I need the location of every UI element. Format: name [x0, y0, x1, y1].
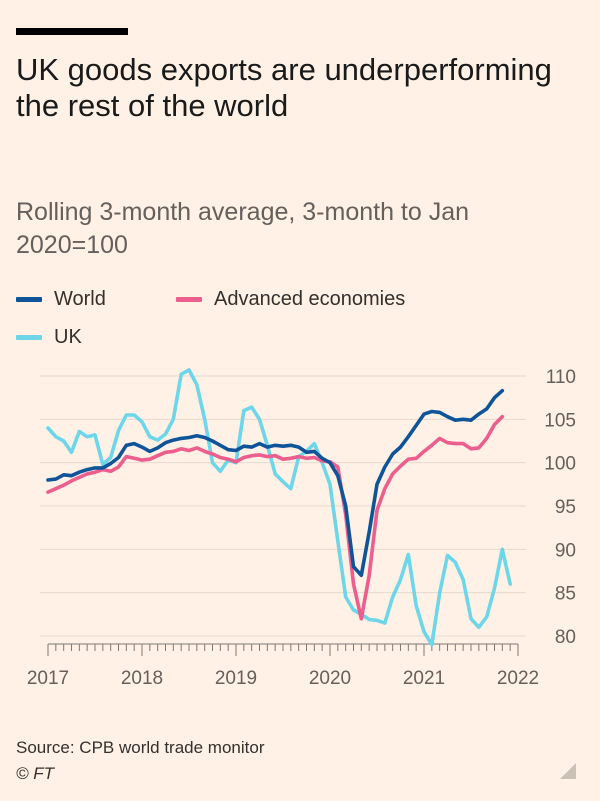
- chart-title: UK goods exports are underperforming the…: [16, 52, 552, 123]
- subtitle-line-1: Rolling 3-month average, 3-month to Jan: [16, 198, 470, 226]
- legend-item-advanced: Advanced economies: [176, 288, 405, 311]
- subtitle-line-2: 2020=100: [16, 231, 128, 259]
- chart-subtitle: Rolling 3-month average, 3-month to Jan …: [16, 196, 576, 262]
- x-tick-label-2017: 2017: [27, 668, 69, 689]
- y-tick-label-90: 90: [555, 540, 576, 561]
- y-tick-label-85: 85: [555, 584, 576, 605]
- series-line-advanced: [46, 414, 505, 621]
- legend-swatch-uk: [16, 335, 42, 340]
- y-tick-label-100: 100: [544, 454, 576, 475]
- legend-label-world: World: [54, 288, 106, 310]
- x-tick-label-2019: 2019: [215, 668, 257, 689]
- legend-swatch-world: [16, 297, 42, 302]
- y-tick-label-110: 110: [546, 367, 576, 388]
- ft-top-bar: [16, 28, 128, 35]
- series-line-world: [46, 388, 505, 578]
- legend-item-uk: UK: [16, 326, 82, 349]
- x-tick-label-2020: 2020: [309, 668, 351, 689]
- chart-legend: World Advanced economies UK: [16, 284, 576, 354]
- series-line-uk: [46, 368, 513, 647]
- x-tick-label-2018: 2018: [121, 668, 163, 689]
- y-tick-label-80: 80: [555, 627, 576, 648]
- y-tick-label-95: 95: [555, 497, 576, 518]
- ft-credit: © FT: [16, 764, 55, 783]
- x-tick-label-2022: 2022: [497, 668, 539, 689]
- source-note: Source: CPB world trade monitor: [16, 738, 265, 757]
- legend-label-uk: UK: [54, 326, 82, 348]
- line-chart: 80 85 90 95 100 105 110 2017 2018 2019 2020 2021 202…: [27, 367, 576, 689]
- legend-label-advanced: Advanced economies: [214, 288, 406, 310]
- corner-mark: [560, 763, 576, 779]
- legend-swatch-advanced: [176, 297, 202, 302]
- x-tick-label-2021: 2021: [403, 668, 445, 689]
- legend-item-world: World: [16, 288, 106, 311]
- y-tick-label-105: 105: [544, 410, 576, 431]
